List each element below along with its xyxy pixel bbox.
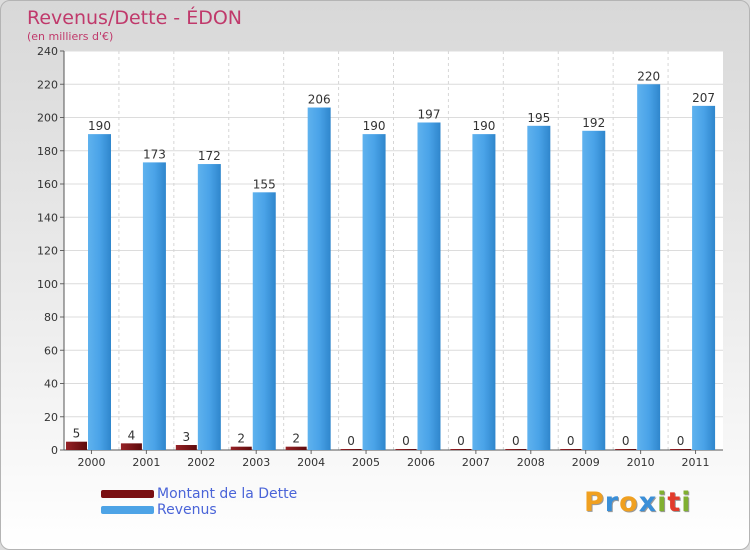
x-tick-label: 2010 xyxy=(627,456,655,469)
bar-revenus xyxy=(637,84,661,450)
proxiti-logo: Proxiti xyxy=(584,487,692,518)
bar-revenus xyxy=(252,192,276,450)
x-tick-label: 2003 xyxy=(242,456,270,469)
y-tick-label: 40 xyxy=(44,378,58,391)
y-tick-label: 80 xyxy=(44,311,58,324)
data-label-dette: 0 xyxy=(622,434,630,448)
bar-dette xyxy=(450,449,472,450)
bar-dette xyxy=(285,446,307,450)
bar-dette xyxy=(615,449,637,450)
data-label-dette: 5 xyxy=(73,427,81,441)
y-tick-label: 140 xyxy=(37,211,58,224)
bar-revenus xyxy=(362,134,386,450)
x-tick-label: 2000 xyxy=(77,456,105,469)
data-label-revenus: 155 xyxy=(253,177,276,191)
x-tick-label: 2008 xyxy=(517,456,545,469)
data-label-dette: 2 xyxy=(237,432,245,446)
data-label-dette: 4 xyxy=(128,428,136,442)
data-label-revenus: 190 xyxy=(88,119,111,133)
legend-swatch-revenus xyxy=(101,506,154,514)
data-label-revenus: 206 xyxy=(308,93,331,107)
logo-letter: t xyxy=(667,487,682,518)
y-tick-label: 240 xyxy=(37,45,58,58)
data-label-revenus: 207 xyxy=(692,91,715,105)
y-tick-label: 220 xyxy=(37,78,58,91)
data-label-revenus: 197 xyxy=(418,107,441,121)
bar-revenus xyxy=(582,130,606,451)
x-tick-label: 2009 xyxy=(572,456,600,469)
logo-letter: i xyxy=(657,487,668,518)
bar-revenus xyxy=(307,107,331,451)
y-tick-label: 0 xyxy=(51,444,58,457)
logo-letter: P xyxy=(584,487,605,518)
y-tick-label: 60 xyxy=(44,344,58,357)
bar-dette xyxy=(560,449,582,450)
x-tick-label: 2005 xyxy=(352,456,380,469)
y-tick-label: 100 xyxy=(37,278,58,291)
x-tick-label: 2002 xyxy=(187,456,215,469)
logo-letter: x xyxy=(638,487,658,518)
data-label-revenus: 195 xyxy=(527,111,550,125)
bar-dette xyxy=(670,449,692,450)
data-label-revenus: 190 xyxy=(363,119,386,133)
y-tick-label: 20 xyxy=(44,411,58,424)
chart-subtitle: (en milliers d'€) xyxy=(27,30,114,43)
data-label-dette: 3 xyxy=(183,430,191,444)
bar-dette xyxy=(505,449,527,450)
y-tick-label: 180 xyxy=(37,145,58,158)
bar-revenus xyxy=(527,125,551,450)
data-label-dette: 0 xyxy=(567,434,575,448)
data-label-dette: 2 xyxy=(292,432,300,446)
bar-revenus xyxy=(197,164,221,451)
bar-revenus xyxy=(417,122,441,451)
x-tick-label: 2011 xyxy=(682,456,710,469)
bar-dette xyxy=(66,441,87,450)
data-label-revenus: 220 xyxy=(637,69,660,83)
data-label-revenus: 190 xyxy=(472,119,495,133)
bar-revenus xyxy=(88,134,111,450)
x-tick-label: 2006 xyxy=(407,456,435,469)
legend-label-revenus: Revenus xyxy=(157,502,217,518)
data-label-revenus: 173 xyxy=(143,147,166,161)
y-tick-label: 200 xyxy=(37,112,58,125)
x-tick-label: 2001 xyxy=(132,456,160,469)
logo-letter: i xyxy=(681,487,692,518)
data-label-revenus: 192 xyxy=(582,116,605,130)
data-label-dette: 0 xyxy=(512,434,520,448)
legend-swatch-dette xyxy=(101,490,154,498)
data-label-revenus: 172 xyxy=(198,149,221,163)
data-label-dette: 0 xyxy=(347,434,355,448)
logo-letter: o xyxy=(619,487,639,518)
data-label-dette: 0 xyxy=(677,434,685,448)
data-label-dette: 0 xyxy=(402,434,410,448)
data-label-dette: 0 xyxy=(457,434,465,448)
bar-dette xyxy=(230,446,252,450)
bar-dette xyxy=(175,445,197,450)
bar-revenus xyxy=(142,162,166,450)
legend-label-dette: Montant de la Dette xyxy=(157,486,298,502)
bar-dette xyxy=(340,449,362,450)
logo-letter: r xyxy=(604,487,620,518)
bar-revenus xyxy=(472,134,496,450)
y-tick-label: 160 xyxy=(37,178,58,191)
bar-dette xyxy=(120,443,142,450)
y-tick-label: 120 xyxy=(37,245,58,258)
x-tick-label: 2007 xyxy=(462,456,490,469)
chart-title: Revenus/Dette - ÉDON xyxy=(27,7,243,29)
bar-revenus xyxy=(692,105,716,451)
bar-dette xyxy=(395,449,417,450)
x-tick-label: 2004 xyxy=(297,456,325,469)
